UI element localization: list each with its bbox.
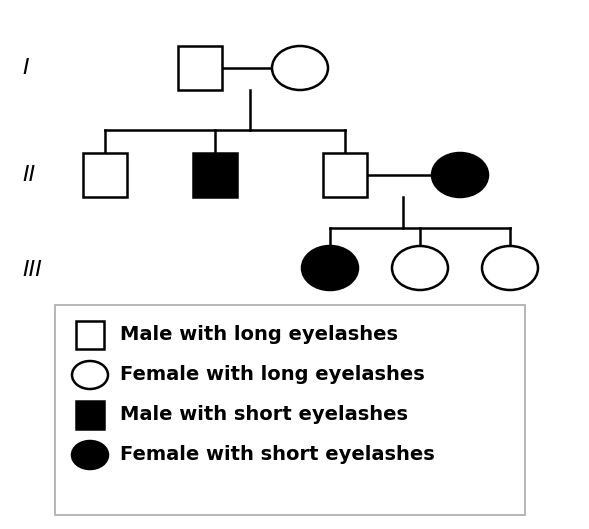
Text: Female with short eyelashes: Female with short eyelashes (120, 445, 435, 464)
Text: Male with short eyelashes: Male with short eyelashes (120, 406, 408, 424)
Bar (83, 153, 127, 197)
Bar (76, 321, 104, 349)
Text: I: I (22, 58, 29, 78)
Ellipse shape (482, 246, 538, 290)
Ellipse shape (392, 246, 448, 290)
Bar (178, 46, 222, 90)
Ellipse shape (72, 361, 108, 389)
Ellipse shape (72, 441, 108, 469)
Text: Female with long eyelashes: Female with long eyelashes (120, 366, 425, 385)
Bar (323, 153, 367, 197)
Text: II: II (22, 165, 35, 185)
Text: III: III (22, 260, 42, 280)
Ellipse shape (432, 153, 488, 197)
Text: Male with long eyelashes: Male with long eyelashes (120, 325, 398, 344)
FancyBboxPatch shape (55, 305, 525, 515)
Ellipse shape (302, 246, 358, 290)
Ellipse shape (272, 46, 328, 90)
Bar (193, 153, 237, 197)
Bar (76, 401, 104, 429)
